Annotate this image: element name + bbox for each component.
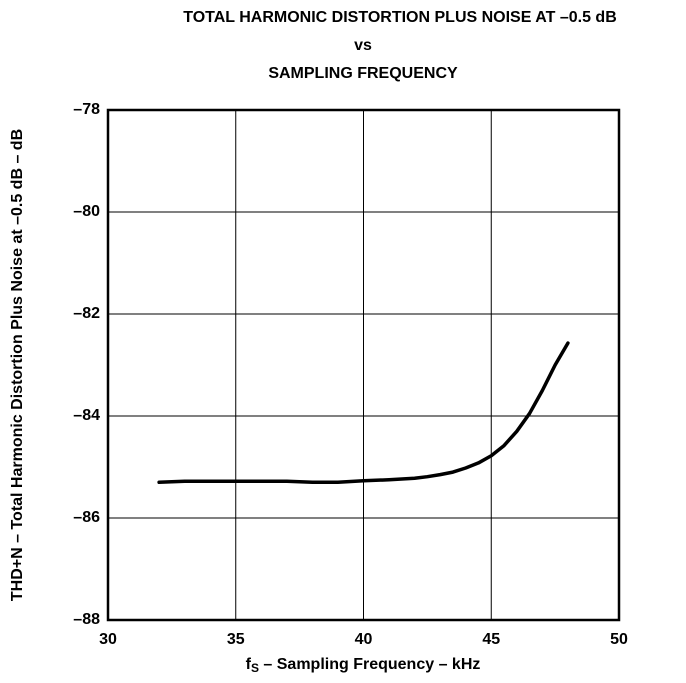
x-tick-label: 45	[482, 631, 500, 648]
chart-title: TOTAL HARMONIC DISTORTION PLUS NOISE AT …	[183, 9, 617, 26]
y-tick-label: –82	[73, 305, 100, 322]
x-tick-label: 50	[610, 631, 628, 648]
x-axis-label-sub: S	[251, 661, 259, 675]
x-axis-label-part: – Sampling Frequency – kHz	[259, 656, 480, 673]
y-tick-label: –84	[73, 407, 100, 424]
y-tick-label: –78	[73, 101, 100, 118]
x-tick-label: 40	[355, 631, 373, 648]
y-tick-label: –86	[73, 509, 100, 526]
chart-title: vs	[354, 37, 372, 54]
x-tick-label: 35	[227, 631, 245, 648]
x-axis-label-part: f	[246, 656, 252, 673]
chart-title: SAMPLING FREQUENCY	[268, 65, 458, 82]
y-tick-label: –88	[73, 611, 100, 628]
y-tick-label: –80	[73, 203, 100, 220]
y-axis-label: THD+N – Total Harmonic Distortion Plus N…	[9, 129, 26, 601]
data-line	[157, 341, 570, 485]
x-tick-label: 30	[99, 631, 117, 648]
x-axis-label: fS – Sampling Frequency – kHz	[246, 656, 481, 675]
plot-frame	[106, 108, 621, 622]
